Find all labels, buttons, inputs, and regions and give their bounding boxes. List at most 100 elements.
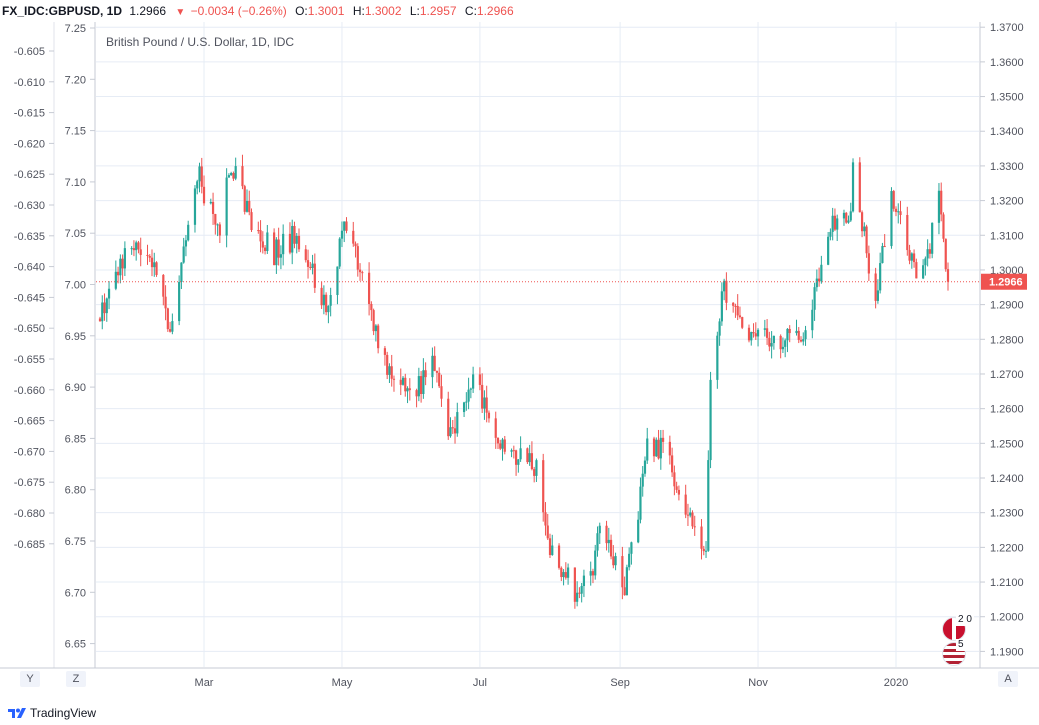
candle-body [765, 328, 769, 338]
symbol-name[interactable]: FX_IDC:GBPUSD, 1D [2, 4, 123, 18]
candle-body [401, 377, 405, 385]
time-axis-tick-label: Sep [610, 677, 630, 689]
candle-body [702, 548, 705, 552]
candle-body [98, 318, 102, 322]
candle-body [263, 247, 267, 251]
outer-axis-tick-label: -0.665 [14, 416, 45, 428]
candle-body [327, 305, 330, 313]
inner-left-axis[interactable]: 7.25 7.20 7.15 7.10 7.05 7.00 6.95 6.90 6.85 6.80… [65, 23, 95, 651]
candle-body [137, 242, 140, 250]
auto-scale-button[interactable]: A [998, 671, 1018, 687]
candles[interactable] [98, 154, 950, 609]
candle-body [594, 550, 597, 576]
candle-body [528, 453, 531, 463]
candle-body [404, 377, 407, 392]
candle-body [661, 437, 665, 442]
candle-body [433, 355, 436, 371]
candle-body [704, 550, 708, 552]
candle-body [499, 443, 502, 449]
outer-axis-tick-label: -0.620 [14, 138, 45, 150]
candle-body [325, 294, 328, 313]
candle-body [908, 250, 911, 261]
candle-body [282, 233, 285, 255]
last-price: 1.2966 [129, 4, 167, 18]
last-price-tag-label: 1.2966 [989, 277, 1023, 289]
candle-body [596, 533, 599, 551]
outer-left-axis[interactable]: -0.605 -0.610 -0.615 -0.620 -0.625 -0.630 -0.6… [14, 46, 54, 551]
candle-body [478, 374, 482, 385]
candle-body [456, 412, 459, 434]
candle-body [103, 302, 106, 314]
candle-body [799, 339, 803, 342]
candle-body [557, 545, 561, 568]
time-axis[interactable]: Mar May Jul Sep Nov 2020 [195, 677, 909, 689]
candle-body [874, 273, 877, 301]
candle-body [716, 335, 719, 380]
candle-body [184, 240, 188, 247]
candle-body [383, 348, 387, 355]
candle-body [736, 305, 739, 316]
candle-body [797, 330, 800, 340]
candle-body [786, 328, 789, 341]
candle-body [232, 173, 235, 179]
candle-body [646, 438, 649, 461]
right-axis-tick-label: 1.2200 [990, 542, 1024, 554]
candle-body [119, 258, 122, 276]
outer-axis-tick-label: -0.640 [14, 262, 45, 274]
high-value: 1.3002 [364, 4, 402, 18]
candle-body [121, 258, 124, 269]
inner-axis-tick-label: 7.25 [65, 23, 86, 35]
candle-body [139, 249, 142, 255]
candle-body [752, 332, 755, 334]
candle-body [630, 542, 633, 554]
candle-body [533, 469, 536, 476]
candle-body [833, 215, 837, 230]
candle-body [942, 214, 945, 239]
candle-body [876, 290, 879, 301]
inner-axis-tick-label: 7.00 [65, 280, 86, 292]
candle-body [517, 459, 520, 465]
price-chart[interactable]: British Pound / U.S. Dollar, 1D, IDC 1.3… [0, 0, 1039, 700]
candle-body [781, 346, 785, 350]
candle-body [293, 225, 296, 244]
right-axis-tick-label: 1.2900 [990, 300, 1024, 312]
candle-body [829, 231, 832, 237]
candle-body [526, 448, 529, 463]
candle-body [155, 262, 158, 275]
y-scale-button[interactable]: Y [20, 671, 40, 687]
right-axis-tick-label: 1.3400 [990, 126, 1024, 138]
inner-axis-tick-label: 6.85 [65, 433, 86, 445]
right-price-axis[interactable]: 1.3700 1.3600 1.3500 1.3400 1.3300 1.3200 1.31… [980, 22, 1024, 658]
right-axis-tick-label: 1.3600 [990, 57, 1024, 69]
candle-body [788, 328, 791, 334]
candle-body [105, 298, 108, 314]
candle-body [135, 242, 138, 251]
time-axis-tick-label: 2020 [884, 677, 908, 689]
candle-body [707, 460, 710, 551]
candle-body [779, 335, 782, 350]
candle-body [193, 188, 197, 225]
candle-body [940, 190, 943, 215]
candle-body [101, 302, 104, 322]
candle-body [677, 489, 681, 495]
candle-body [906, 214, 909, 251]
candle-body [306, 260, 310, 267]
z-scale-button[interactable]: Z [66, 671, 86, 687]
candle-body [245, 200, 249, 212]
outer-axis-tick-label: -0.655 [14, 354, 45, 366]
candle-body [763, 328, 766, 330]
candle-body [266, 232, 269, 251]
tradingview-brand[interactable]: TradingView [8, 703, 96, 723]
candle-body [689, 512, 692, 516]
outer-axis-tick-label: -0.670 [14, 446, 45, 458]
candle-body [496, 437, 500, 444]
candle-body [164, 296, 167, 309]
candle-body [297, 235, 301, 250]
right-axis-tick-label: 1.2300 [990, 508, 1024, 520]
candle-body [406, 388, 409, 392]
outer-axis-tick-label: -0.650 [14, 323, 45, 335]
last-price-tag-background [981, 273, 1027, 290]
candle-body [652, 438, 656, 457]
brand-text: TradingView [30, 706, 97, 720]
outer-axis-tick-label: -0.605 [14, 46, 45, 58]
